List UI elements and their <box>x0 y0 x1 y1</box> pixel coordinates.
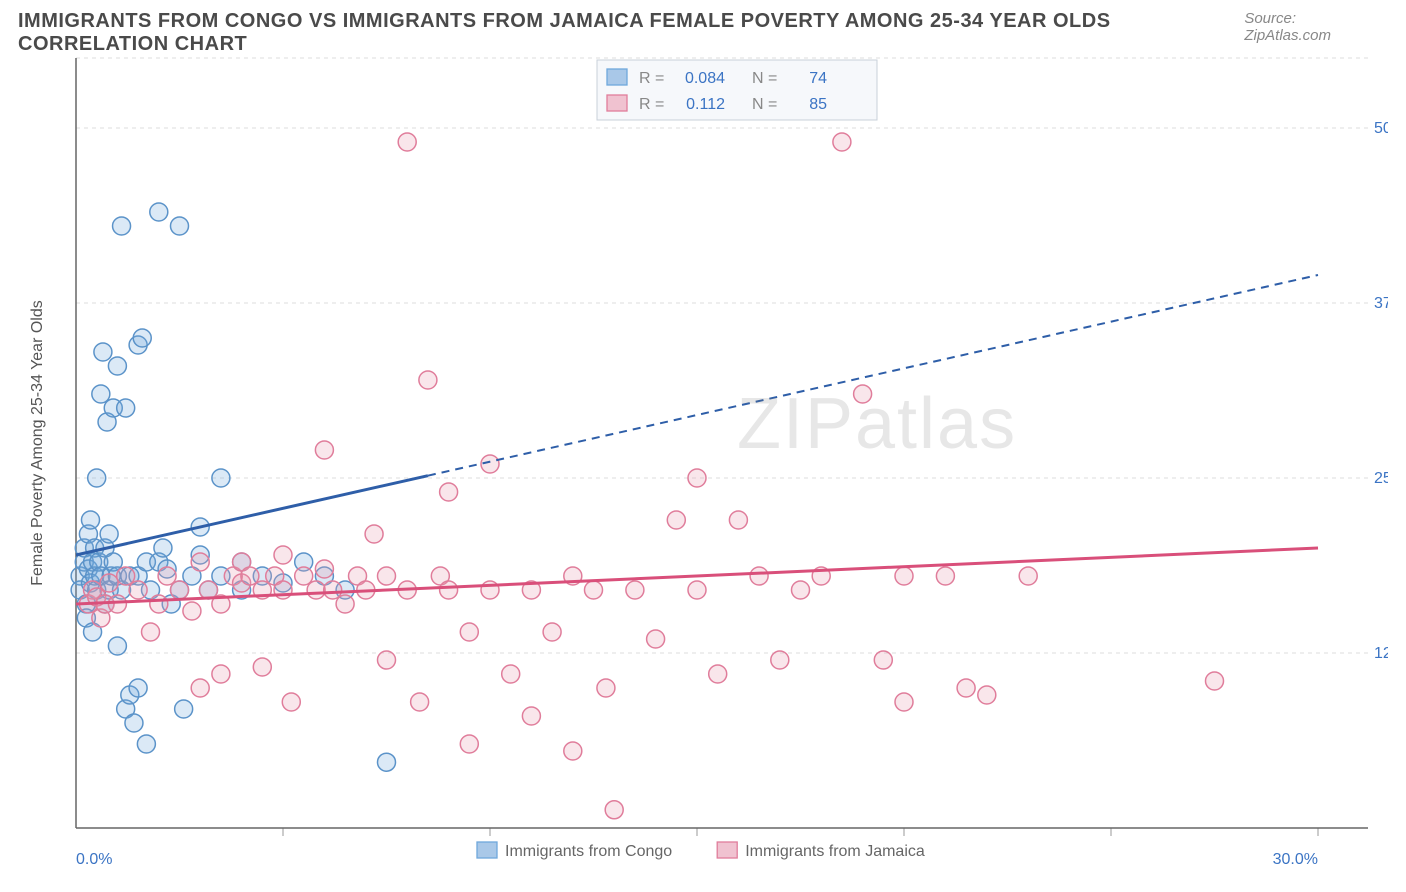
svg-text:0.112: 0.112 <box>686 96 725 113</box>
svg-text:30.0%: 30.0% <box>1273 851 1318 868</box>
svg-text:N =: N = <box>752 70 777 87</box>
svg-text:Female Poverty Among 25-34 Yea: Female Poverty Among 25-34 Year Olds <box>29 300 46 586</box>
svg-text:12.5%: 12.5% <box>1374 645 1388 662</box>
svg-text:Immigrants from Congo: Immigrants from Congo <box>505 843 672 860</box>
svg-text:N =: N = <box>752 96 777 113</box>
svg-text:85: 85 <box>809 96 827 113</box>
svg-text:50.0%: 50.0% <box>1374 120 1388 137</box>
svg-text:37.5%: 37.5% <box>1374 295 1388 312</box>
source-label: Source: ZipAtlas.com <box>1244 10 1386 44</box>
svg-text:25.0%: 25.0% <box>1374 470 1388 487</box>
svg-text:0.0%: 0.0% <box>76 851 112 868</box>
svg-text:74: 74 <box>809 70 827 87</box>
svg-text:Immigrants from Jamaica: Immigrants from Jamaica <box>745 843 925 860</box>
scatter-chart: 12.5% 25.0% 37.5% 50.0% 0.0% 30.0% Female Pove… <box>18 48 1388 872</box>
svg-text:0.084: 0.084 <box>685 70 725 87</box>
svg-text:R =: R = <box>639 96 664 113</box>
svg-text:R =: R = <box>639 70 664 87</box>
